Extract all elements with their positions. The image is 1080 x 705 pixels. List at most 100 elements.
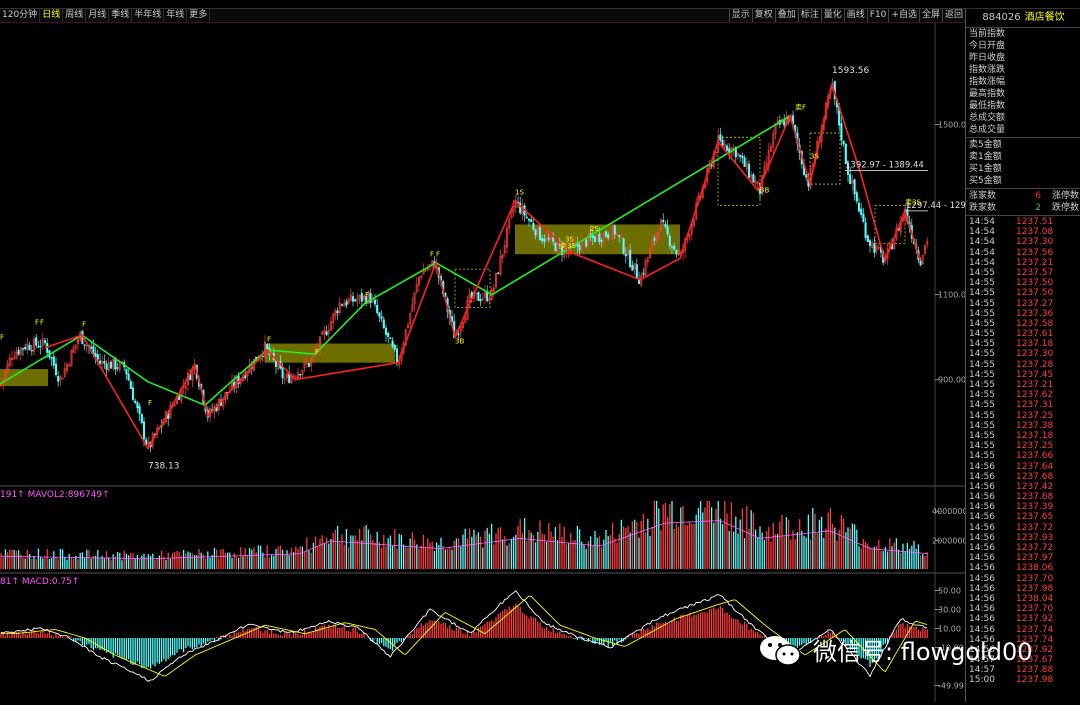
price-tick-label: 1100.00 <box>938 291 965 300</box>
candle-body <box>382 319 385 328</box>
tab-monthly[interactable]: 月线 <box>86 9 110 22</box>
index-label: 最低指数 <box>969 101 1006 111</box>
candle-body <box>657 231 660 236</box>
add-watchlist-button[interactable]: +自选 <box>888 9 919 22</box>
kline-chart[interactable]: 900.00 1100.00 1500.00 738.13 1593.56 1392.9… <box>0 23 971 702</box>
tick-row: 15:00 1237.98 <box>966 675 1080 685</box>
candle-body <box>688 233 691 237</box>
tick-row: 14:55 1237.50 <box>966 288 1080 298</box>
tick-row: 14:56 1237.64 <box>966 462 1080 472</box>
candle-body <box>107 361 110 372</box>
candle-body <box>723 144 726 148</box>
tick-row: 14:55 1237.66 <box>966 451 1080 461</box>
fullscreen-button[interactable]: 全屏 <box>918 9 942 22</box>
signal-label: 3B <box>455 338 464 346</box>
quant-button[interactable]: 量化 <box>820 9 844 22</box>
tick-price: 1237.98 <box>1016 583 1054 594</box>
candle-body <box>857 202 861 212</box>
candle-body <box>8 357 11 366</box>
signal-label: F <box>35 318 39 326</box>
security-header[interactable]: 884026 酒店餐饮 <box>966 9 1080 28</box>
tick-row: 14:55 1237.57 <box>966 268 1080 278</box>
tick-time: 14:56 <box>969 532 995 543</box>
tick-price: 1237.08 <box>1016 227 1054 238</box>
candle-body <box>334 309 337 317</box>
adjust-button[interactable]: 复权 <box>751 9 775 22</box>
tick-row: 14:55 1237.61 <box>966 329 1080 339</box>
tick-row: 14:55 1237.30 <box>966 349 1080 359</box>
tab-quarterly[interactable]: 季线 <box>109 9 133 22</box>
tick-list[interactable]: 14:54 1237.51 14:54 1237.08 14:54 1237.30 14:5… <box>966 217 1080 686</box>
tab-daily[interactable]: 日线 <box>40 9 64 22</box>
signal-label: 卖F <box>795 104 806 112</box>
candle-body <box>743 157 746 167</box>
dotted-box <box>717 136 761 206</box>
tick-price: 1237.18 <box>1016 430 1054 441</box>
candle-body <box>772 133 775 147</box>
candle-body <box>13 357 16 359</box>
candle-body <box>477 291 480 301</box>
tick-row: 14:55 1237.21 <box>966 380 1080 390</box>
candle-body <box>481 298 484 300</box>
kline-chart-area[interactable]: 900.00 1100.00 1500.00 738.13 1593.56 1392.9… <box>0 23 971 702</box>
title-bar <box>0 0 1080 9</box>
index-label: 当前指数 <box>969 29 1006 39</box>
tick-row: 14:56 1237.74 <box>966 635 1080 645</box>
candle-body <box>864 222 867 238</box>
candle-body <box>129 381 132 389</box>
period-toolbar: 120分钟 日线 周线 月线 季线 半年线 年线 更多 显示 复权 叠加 标注 量化 画线 F10 +自选全… <box>0 9 965 23</box>
candle-body <box>98 360 102 364</box>
candle-body <box>607 234 610 238</box>
tab-weekly[interactable]: 周线 <box>63 9 87 22</box>
candle-body <box>536 225 539 237</box>
tick-price: 1237.27 <box>1016 298 1054 309</box>
tick-row: 14:57 1237.67 <box>966 655 1080 665</box>
back-button[interactable]: 返回 <box>941 9 965 22</box>
display-button[interactable]: 显示 <box>728 9 752 22</box>
candle-body <box>615 233 619 235</box>
candle-body <box>626 249 630 256</box>
candle-body <box>321 332 324 335</box>
quote-panel: 884026 酒店餐饮 当前指数 今日开盘 昨日收盘 指数涨跌 指数涨幅 最高指数 最低指数总… <box>965 9 1080 702</box>
tick-time: 14:57 <box>969 655 995 666</box>
candle-body <box>70 350 73 367</box>
tick-row: 14:54 1237.08 <box>966 227 1080 237</box>
candle-body <box>387 332 390 337</box>
candle-body <box>94 352 97 357</box>
tab-more[interactable]: 更多 <box>187 9 211 22</box>
tick-price: 1237.70 <box>1016 573 1054 584</box>
tick-price: 1237.72 <box>1016 543 1054 553</box>
tick-row: 14:54 1237.56 <box>966 248 1080 258</box>
vol-tick-label: 4000000 <box>932 507 965 516</box>
tick-row: 14:56 1237.68 <box>966 492 1080 502</box>
candle-body <box>76 339 80 344</box>
annotate-button[interactable]: 标注 <box>797 9 821 22</box>
tab-120min[interactable]: 120分钟 <box>0 9 41 22</box>
tab-yearly[interactable]: 年线 <box>164 9 188 22</box>
overlay-button[interactable]: 叠加 <box>774 9 798 22</box>
candle-body <box>142 421 146 440</box>
tick-time: 14:56 <box>969 604 995 615</box>
draw-button[interactable]: 画线 <box>843 9 867 22</box>
up-count-value: 6 <box>1035 191 1041 201</box>
candle-body <box>112 358 115 369</box>
tick-time: 14:55 <box>969 400 995 411</box>
candle-body <box>74 344 77 349</box>
candle-body <box>50 357 53 359</box>
candle-body <box>719 134 722 141</box>
index-label: 最高指数 <box>969 89 1006 99</box>
candle-body <box>105 363 108 370</box>
candle-body <box>761 175 764 195</box>
candle-body <box>316 348 319 350</box>
tab-halfyear[interactable]: 半年线 <box>132 9 165 22</box>
candle-body <box>633 262 636 270</box>
candle-body <box>96 354 99 360</box>
tick-price: 1238.06 <box>1016 563 1054 574</box>
candle-body <box>83 344 86 346</box>
f10-button[interactable]: F10 <box>866 9 889 22</box>
signal-label: F <box>148 399 152 407</box>
candle-body <box>281 367 284 379</box>
candle-body <box>406 324 410 328</box>
candle-body <box>631 265 634 271</box>
